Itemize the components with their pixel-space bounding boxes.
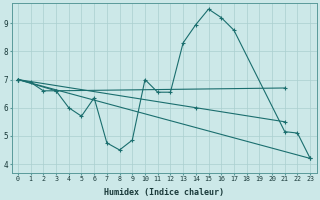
- X-axis label: Humidex (Indice chaleur): Humidex (Indice chaleur): [104, 188, 224, 197]
